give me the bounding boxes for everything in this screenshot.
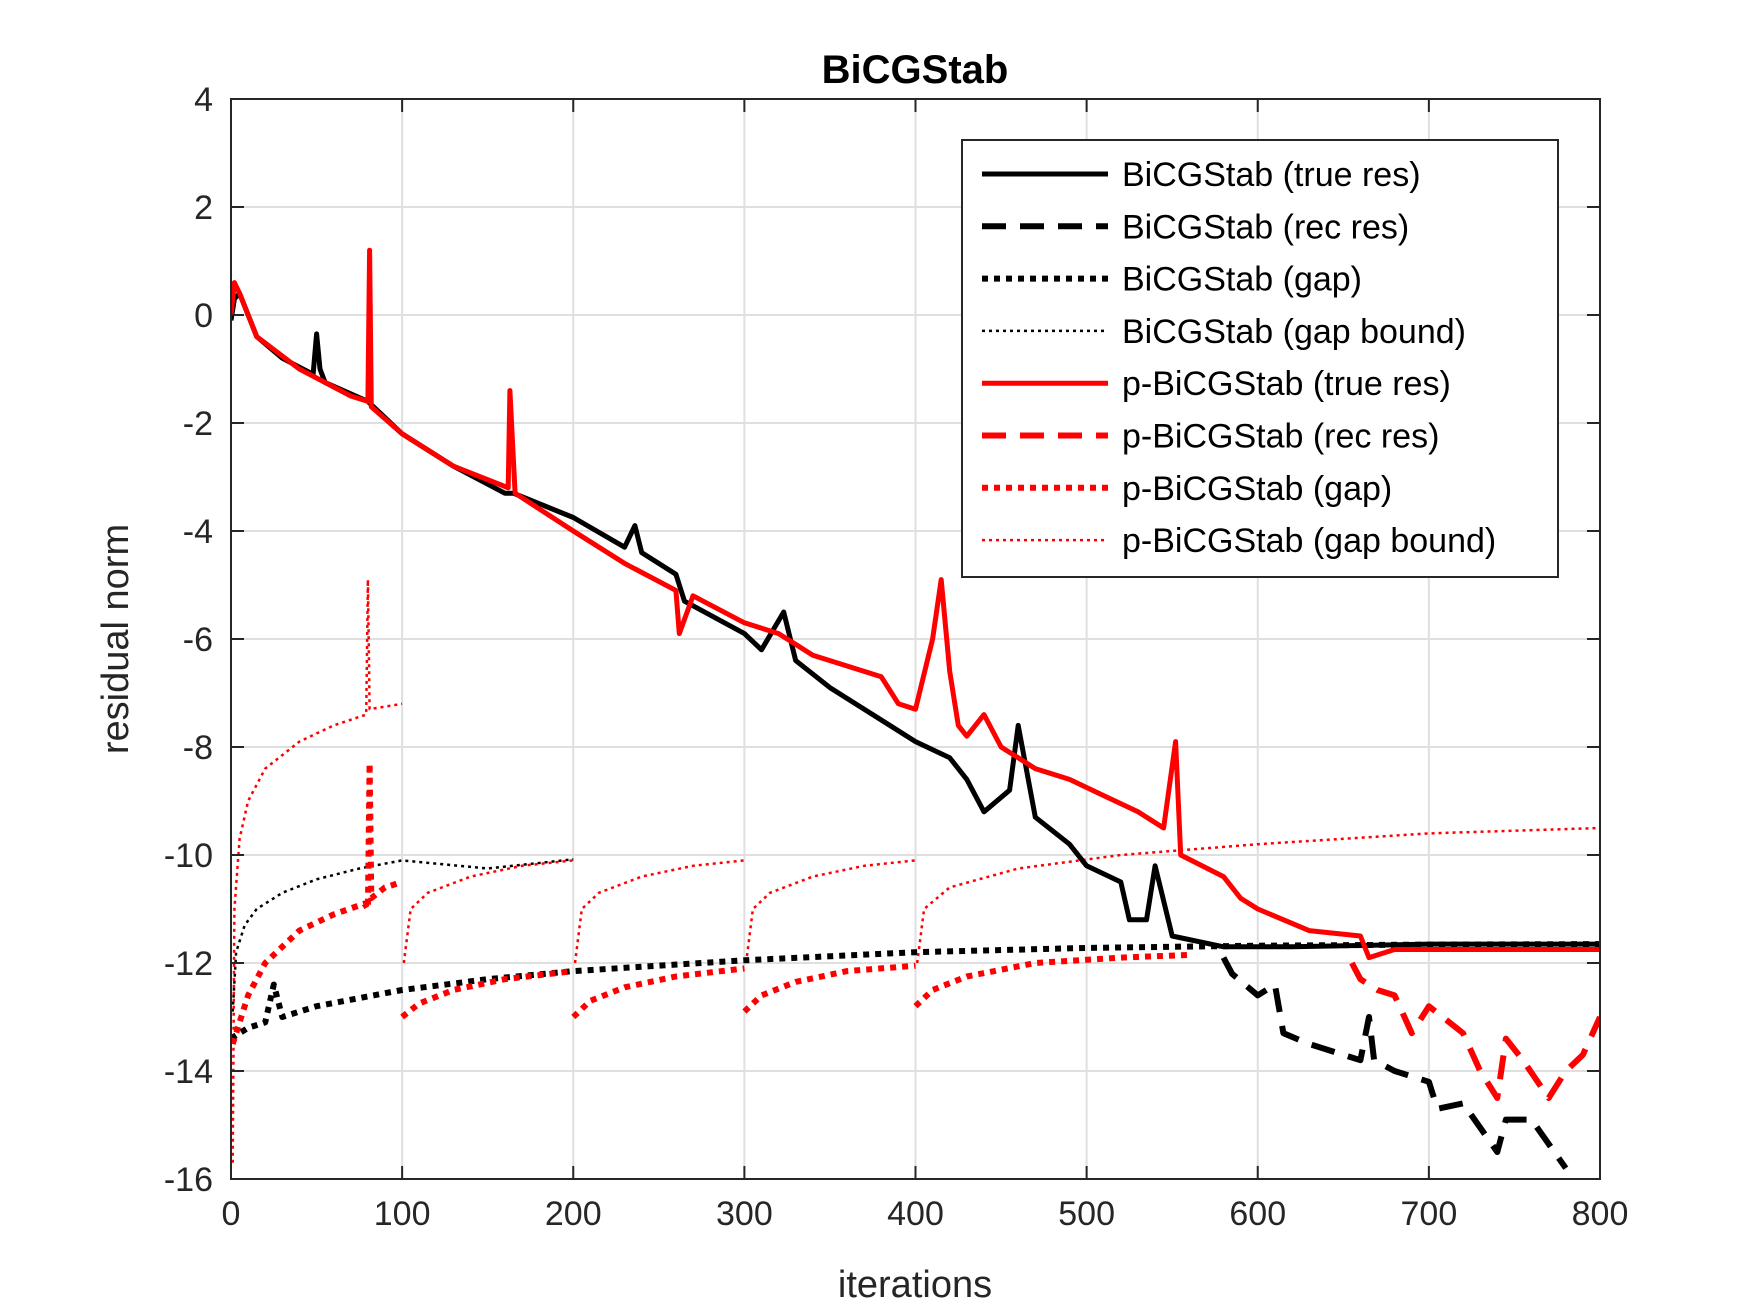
- series-line-p-bicgstab-gap-bound: [402, 859, 574, 964]
- x-tick-label: 200: [545, 1195, 602, 1233]
- x-tick-label: 100: [374, 1195, 431, 1233]
- x-tick-label: 0: [222, 1195, 241, 1233]
- y-tick-label: -16: [164, 1161, 213, 1199]
- series-line-p-bicgstab-gap: [742, 962, 916, 1014]
- series-line-p-bicgstab-gap: [400, 968, 574, 1020]
- y-tick-label: -8: [183, 729, 213, 767]
- legend-box: [961, 139, 1559, 578]
- legend-label-bicgstab-rec-res: BiCGStab (rec res): [1122, 208, 1409, 246]
- series-line-p-bicgstab-gap: [231, 760, 404, 1045]
- y-tick-label: -6: [183, 621, 213, 659]
- series-line-p-bicgstab-gap-bound: [231, 578, 403, 1163]
- series-line-p-bicgstab-gap-bound: [744, 859, 916, 964]
- y-tick-label: 4: [194, 81, 213, 119]
- series-line-p-bicgstab-rec-res: [1349, 961, 1600, 1101]
- legend-label-p-bicgstab-rec-res: p-BiCGStab (rec res): [1122, 418, 1439, 456]
- y-tick-label: 0: [194, 297, 213, 335]
- legend-label-bicgstab-gap-bound: BiCGStab (gap bound): [1122, 313, 1466, 351]
- series-line-p-bicgstab-gap-bound: [573, 859, 745, 964]
- series-group: [231, 247, 1600, 1170]
- series-line-p-bicgstab-gap-bound: [915, 826, 1600, 964]
- x-tick-label: 600: [1229, 1195, 1286, 1233]
- series-line-bicgstab-gap-bound: [231, 858, 574, 1012]
- y-tick-label: -12: [164, 945, 213, 983]
- x-tick-label: 700: [1401, 1195, 1458, 1233]
- series-line-bicgstab-rec-res: [1220, 956, 1569, 1170]
- y-tick-label: 2: [194, 189, 213, 227]
- x-tick-label: 500: [1058, 1195, 1115, 1233]
- x-tick-label: 400: [887, 1195, 944, 1233]
- y-axis-title: residual norm: [95, 524, 137, 754]
- legend-label-p-bicgstab-true-res: p-BiCGStab (true res): [1122, 365, 1451, 403]
- series-line-p-bicgstab-true-res: [231, 247, 1600, 961]
- x-tick-label: 800: [1572, 1195, 1629, 1233]
- y-tick-label: -14: [164, 1053, 213, 1091]
- chart-title: BiCGStab: [822, 48, 1009, 92]
- legend-label-p-bicgstab-gap: p-BiCGStab (gap): [1122, 470, 1392, 508]
- legend-label-p-bicgstab-gap-bound: p-BiCGStab (gap bound): [1122, 522, 1496, 560]
- series-line-p-bicgstab-gap: [571, 965, 745, 1020]
- legend: BiCGStab (true res) BiCGStab (rec res) BiC…: [961, 139, 1559, 578]
- series-line-bicgstab-gap: [231, 941, 1600, 1042]
- legend-label-bicgstab-gap: BiCGStab (gap): [1122, 261, 1362, 299]
- y-tick-label: -4: [183, 513, 213, 551]
- x-axis-title: iterations: [838, 1264, 992, 1306]
- y-tick-label: -2: [183, 405, 213, 443]
- y-tick-label: -10: [164, 837, 213, 875]
- legend-label-bicgstab-true-res: BiCGStab (true res): [1122, 156, 1421, 194]
- ticks: 0 100 200 300 400 500 600 700 800 4 2 0 -2 -4 -6 -8 -10 -…: [164, 81, 1629, 1233]
- x-tick-label: 300: [716, 1195, 773, 1233]
